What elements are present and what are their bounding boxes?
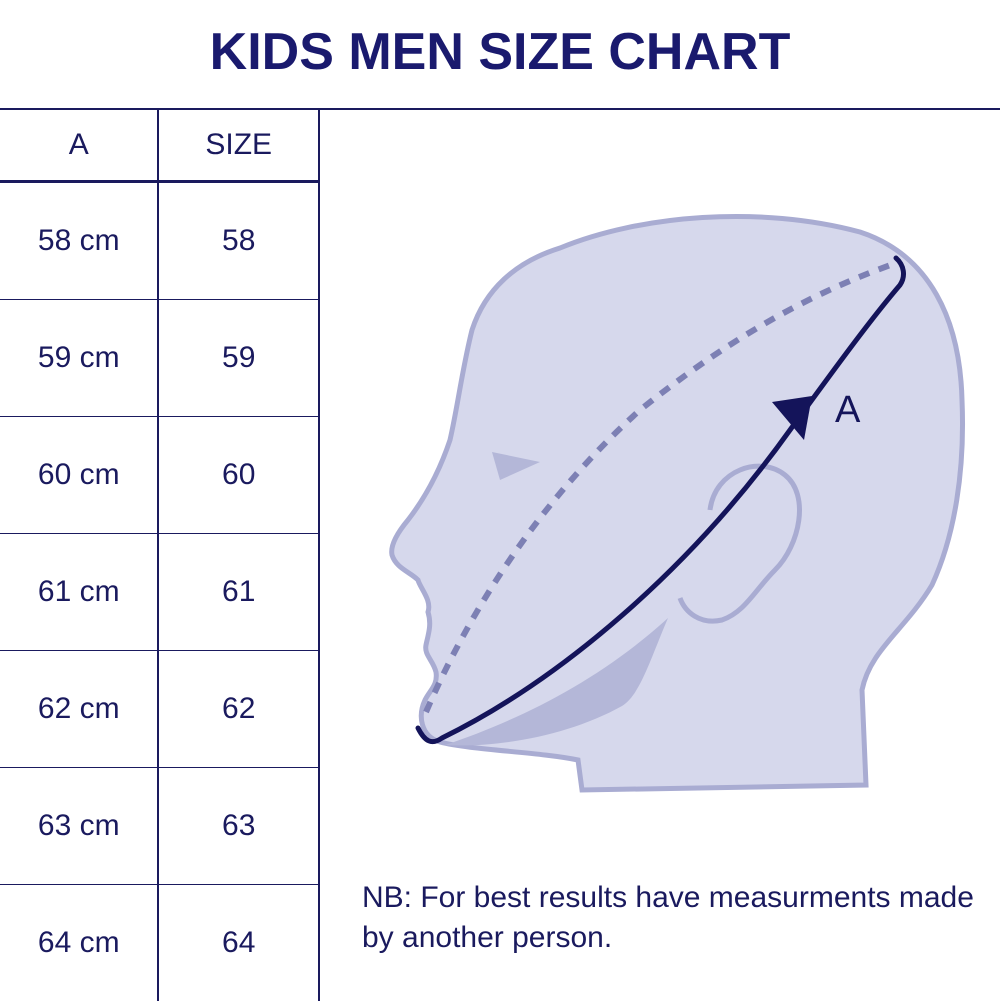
cell-size: 58 (158, 182, 319, 300)
cell-size: 59 (158, 300, 319, 417)
table-row: 63 cm 63 (0, 768, 319, 885)
table-row: 58 cm 58 (0, 182, 319, 300)
cell-size: 60 (158, 417, 319, 534)
cell-a: 60 cm (0, 417, 158, 534)
cell-a: 58 cm (0, 182, 158, 300)
page-title: KIDS MEN SIZE CHART (0, 22, 1000, 82)
measurement-note: NB: For best results have measurments ma… (362, 878, 982, 958)
table-row: 62 cm 62 (0, 651, 319, 768)
cell-size: 61 (158, 534, 319, 651)
cell-size: 62 (158, 651, 319, 768)
head-silhouette (392, 216, 963, 790)
cell-a: 64 cm (0, 885, 158, 1001)
table-row: 64 cm 64 (0, 885, 319, 1001)
cell-size: 63 (158, 768, 319, 885)
cell-size: 64 (158, 885, 319, 1001)
table-row: 60 cm 60 (0, 417, 319, 534)
table-row: 59 cm 59 (0, 300, 319, 417)
cell-a: 59 cm (0, 300, 158, 417)
table-header-row: A SIZE (0, 110, 319, 182)
column-header-size: SIZE (158, 110, 319, 182)
table-row: 61 cm 61 (0, 534, 319, 651)
head-measurement-diagram: A (322, 112, 1000, 852)
cell-a: 63 cm (0, 768, 158, 885)
measure-label-a: A (835, 389, 861, 431)
cell-a: 62 cm (0, 651, 158, 768)
size-table: A SIZE 58 cm 58 59 cm 59 60 cm 60 61 cm … (0, 110, 320, 1001)
column-header-a: A (0, 110, 158, 182)
cell-a: 61 cm (0, 534, 158, 651)
